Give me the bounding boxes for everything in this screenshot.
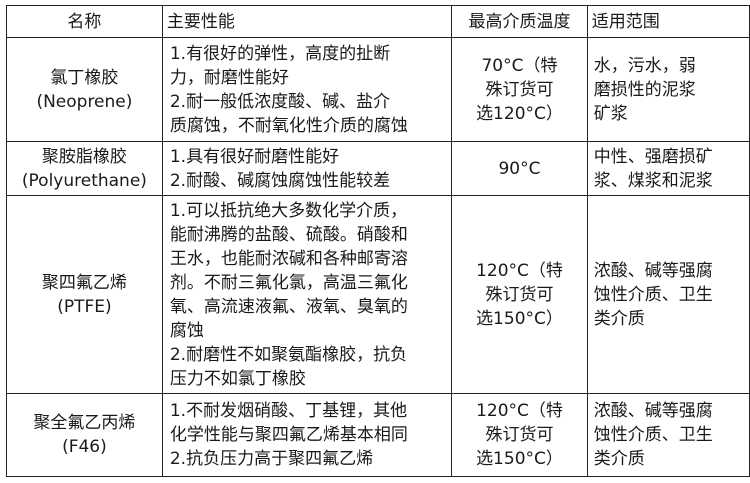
cell-scope: 浓酸、碱等强腐 蚀性介质、卫生 类介质: [586, 393, 750, 477]
cell-max-temp: 70°C（特 殊订货可 选120°C）: [451, 37, 588, 142]
cell-scope: 中性、强磨损矿 浆、煤浆和泥浆: [586, 141, 750, 196]
cell-performance: 1.可以抵抗绝大多数化学介质， 能耐沸腾的盐酸、硫酸。硝酸和 王水，也能耐浓碱和…: [161, 195, 453, 394]
cell-max-temp: 120°C（特 殊订货可 选150°C）: [451, 195, 588, 394]
cell-name: 氯丁橡胶 (Neoprene): [6, 37, 163, 142]
header-max-temp: 最高介质温度: [451, 5, 588, 38]
lining-material-table: 名称 主要性能 最高介质温度 适用范围 氯丁橡胶 (Neoprene) 1.有很…: [6, 5, 750, 477]
header-row: 名称 主要性能 最高介质温度 适用范围: [6, 5, 750, 38]
cell-max-temp: 90°C: [451, 141, 588, 196]
cell-scope: 浓酸、碱等强腐 蚀性介质、卫生 类介质: [586, 195, 750, 394]
table-row: 聚四氟乙烯 (PTFE) 1.可以抵抗绝大多数化学介质， 能耐沸腾的盐酸、硫酸。…: [6, 195, 750, 394]
cell-performance: 1.有很好的弹性，高度的扯断 力，耐磨性能好 2.耐一般低浓度酸、碱、盐介 质腐…: [161, 37, 453, 142]
header-name: 名称: [6, 5, 163, 38]
table-row: 聚胺脂橡胶 (Polyurethane) 1.具有很好耐磨性能好 2.耐酸、碱腐…: [6, 141, 750, 196]
cell-performance: 1.具有很好耐磨性能好 2.耐酸、碱腐蚀腐蚀性能较差: [161, 141, 453, 196]
cell-scope: 水，污水，弱 磨损性的泥浆 矿浆: [586, 37, 750, 142]
cell-max-temp: 120°C（特 殊订货可 选150°C）: [451, 393, 588, 477]
cell-name: 聚胺脂橡胶 (Polyurethane): [6, 141, 163, 196]
cell-name: 聚四氟乙烯 (PTFE): [6, 195, 163, 394]
cell-performance: 1.不耐发烟硝酸、丁基锂，其他 化学性能与聚四氟乙烯基本相同 2.抗负压力高于聚…: [161, 393, 453, 477]
table-row: 氯丁橡胶 (Neoprene) 1.有很好的弹性，高度的扯断 力，耐磨性能好 2…: [6, 37, 750, 142]
header-performance: 主要性能: [161, 5, 453, 38]
header-scope: 适用范围: [586, 5, 750, 38]
table-row: 聚全氟乙丙烯 (F46) 1.不耐发烟硝酸、丁基锂，其他 化学性能与聚四氟乙烯基…: [6, 393, 750, 477]
cell-name: 聚全氟乙丙烯 (F46): [6, 393, 163, 477]
